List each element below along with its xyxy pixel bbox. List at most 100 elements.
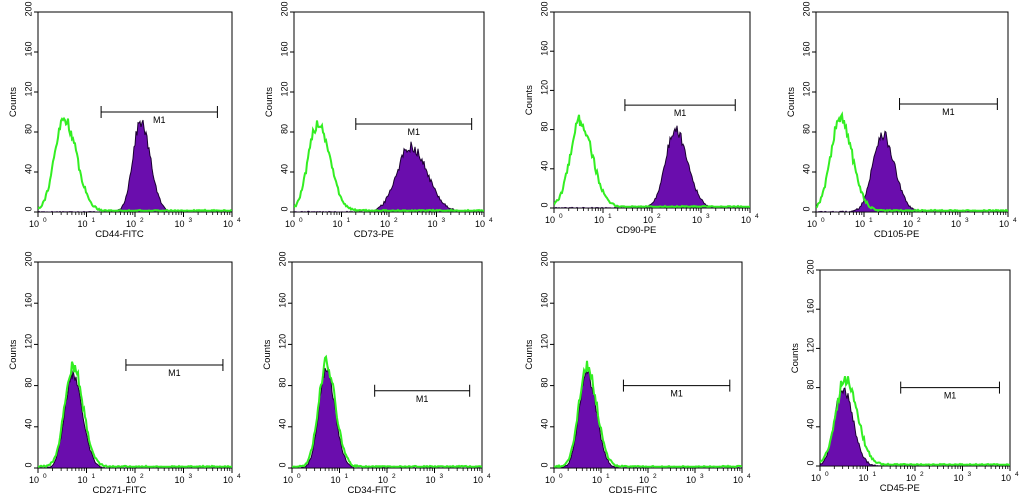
control-histogram xyxy=(38,116,232,212)
x-tick-label: 10 xyxy=(999,219,1009,229)
x-tick-exponent: 0 xyxy=(299,217,303,224)
y-tick-label: 160 xyxy=(277,293,287,308)
x-tick-exponent: 0 xyxy=(297,473,301,480)
y-tick-label: 0 xyxy=(277,462,287,467)
x-tick-exponent: 2 xyxy=(140,217,144,224)
x-tick-exponent: 0 xyxy=(43,217,47,224)
x-tick-exponent: 3 xyxy=(189,217,193,224)
x-tick-exponent: 4 xyxy=(489,217,493,224)
y-tick-label: 200 xyxy=(539,251,549,266)
x-tick-exponent: 1 xyxy=(606,473,610,480)
y-tick-label: 200 xyxy=(805,259,815,274)
x-axis-label: CD271-FITC xyxy=(93,485,147,496)
y-tick-label: 120 xyxy=(801,81,811,96)
control-histogram xyxy=(294,120,484,212)
marker-m1-label: M1 xyxy=(674,108,687,118)
control-histogram xyxy=(554,114,750,208)
y-tick-label: 120 xyxy=(805,338,815,353)
x-tick-exponent: 4 xyxy=(747,473,751,480)
plot-area xyxy=(554,360,742,468)
y-tick-label: 200 xyxy=(23,251,33,266)
x-tick-label: 10 xyxy=(126,475,136,485)
y-tick-label: 40 xyxy=(539,161,549,171)
x-tick-label: 10 xyxy=(807,219,817,229)
y-tick-label: 200 xyxy=(539,1,549,16)
histogram-panel-cd105: 0 40 80 120 160 200 Counts 10 0 10 1 10 2 10 3 10 4 CD105… xyxy=(786,1,1017,240)
x-tick-exponent: 0 xyxy=(825,471,829,478)
x-tick-exponent: 4 xyxy=(755,213,759,220)
y-tick-label: 0 xyxy=(23,206,33,211)
x-axis-label: CD15-FITC xyxy=(609,485,658,496)
x-tick-exponent: 2 xyxy=(392,473,396,480)
x-tick-label: 10 xyxy=(29,219,39,229)
x-tick-exponent: 3 xyxy=(440,473,444,480)
y-tick-label: 40 xyxy=(801,164,811,174)
x-tick-label: 10 xyxy=(126,219,136,229)
y-axis-label: Counts xyxy=(264,87,275,117)
x-tick-label: 10 xyxy=(855,219,865,229)
plot-area xyxy=(292,354,482,468)
plot-frame xyxy=(293,11,485,213)
x-tick-exponent: 3 xyxy=(442,217,446,224)
stained-histogram xyxy=(38,119,232,212)
x-tick-exponent: 0 xyxy=(43,473,47,480)
control-histogram xyxy=(38,361,232,468)
x-tick-exponent: 3 xyxy=(700,473,704,480)
y-tick-label: 80 xyxy=(539,122,549,132)
y-axis-label: Counts xyxy=(262,339,273,369)
control-histogram xyxy=(292,354,482,468)
y-axis-label: Counts xyxy=(524,339,535,369)
x-tick-label: 10 xyxy=(953,473,963,483)
x-tick-label: 10 xyxy=(811,473,821,483)
x-tick-label: 10 xyxy=(174,219,184,229)
x-tick-exponent: 2 xyxy=(657,213,661,220)
y-tick-label: 200 xyxy=(23,1,33,16)
x-tick-label: 10 xyxy=(29,475,39,485)
marker-m1-label: M1 xyxy=(153,115,166,125)
y-tick-label: 120 xyxy=(23,334,33,349)
x-tick-label: 10 xyxy=(594,215,604,225)
x-tick-label: 10 xyxy=(1001,473,1011,483)
y-axis-label: Counts xyxy=(790,343,801,373)
x-tick-exponent: 1 xyxy=(345,473,349,480)
x-tick-exponent: 4 xyxy=(237,217,241,224)
control-histogram xyxy=(554,360,742,468)
control-histogram xyxy=(820,375,1010,466)
y-tick-label: 120 xyxy=(23,81,33,96)
x-tick-exponent: 4 xyxy=(237,473,241,480)
y-tick-label: 160 xyxy=(539,41,549,56)
histogram-panel-cd73: 0 40 80 120 160 200 Counts 10 0 10 1 10 2 10 3 10 4 CD73-… xyxy=(264,1,493,240)
x-tick-exponent: 4 xyxy=(1013,217,1017,224)
x-tick-label: 10 xyxy=(686,475,696,485)
x-tick-label: 10 xyxy=(473,475,483,485)
y-axis-label: Counts xyxy=(524,85,535,115)
marker-m1-label: M1 xyxy=(416,394,429,404)
x-tick-label: 10 xyxy=(380,219,390,229)
x-tick-exponent: 2 xyxy=(920,471,924,478)
y-axis-label: Counts xyxy=(786,87,797,117)
y-tick-label: 40 xyxy=(279,164,289,174)
x-axis-label: CD73-PE xyxy=(354,229,394,240)
x-tick-exponent: 2 xyxy=(653,473,657,480)
x-tick-exponent: 1 xyxy=(869,217,873,224)
y-tick-label: 200 xyxy=(279,1,289,16)
y-tick-label: 80 xyxy=(801,124,811,134)
x-tick-label: 10 xyxy=(545,475,555,485)
marker-m1-label: M1 xyxy=(168,368,181,378)
x-tick-exponent: 2 xyxy=(140,473,144,480)
histogram-panel-cd34: 0 40 80 120 160 200 Counts 10 0 10 1 10 2 10 3 10 4 CD34-… xyxy=(262,251,491,496)
y-tick-label: 80 xyxy=(539,378,549,388)
y-tick-label: 80 xyxy=(23,378,33,388)
plot-frame xyxy=(815,11,1009,213)
x-tick-exponent: 1 xyxy=(608,213,612,220)
stained-histogram xyxy=(816,130,1008,212)
x-tick-label: 10 xyxy=(545,215,555,225)
y-tick-label: 120 xyxy=(279,81,289,96)
y-axis-label: Counts xyxy=(8,339,19,369)
plot-frame xyxy=(553,11,751,209)
plot-area xyxy=(38,361,232,468)
plot-area xyxy=(38,116,232,212)
x-tick-exponent: 2 xyxy=(917,217,921,224)
y-tick-label: 0 xyxy=(539,202,549,207)
